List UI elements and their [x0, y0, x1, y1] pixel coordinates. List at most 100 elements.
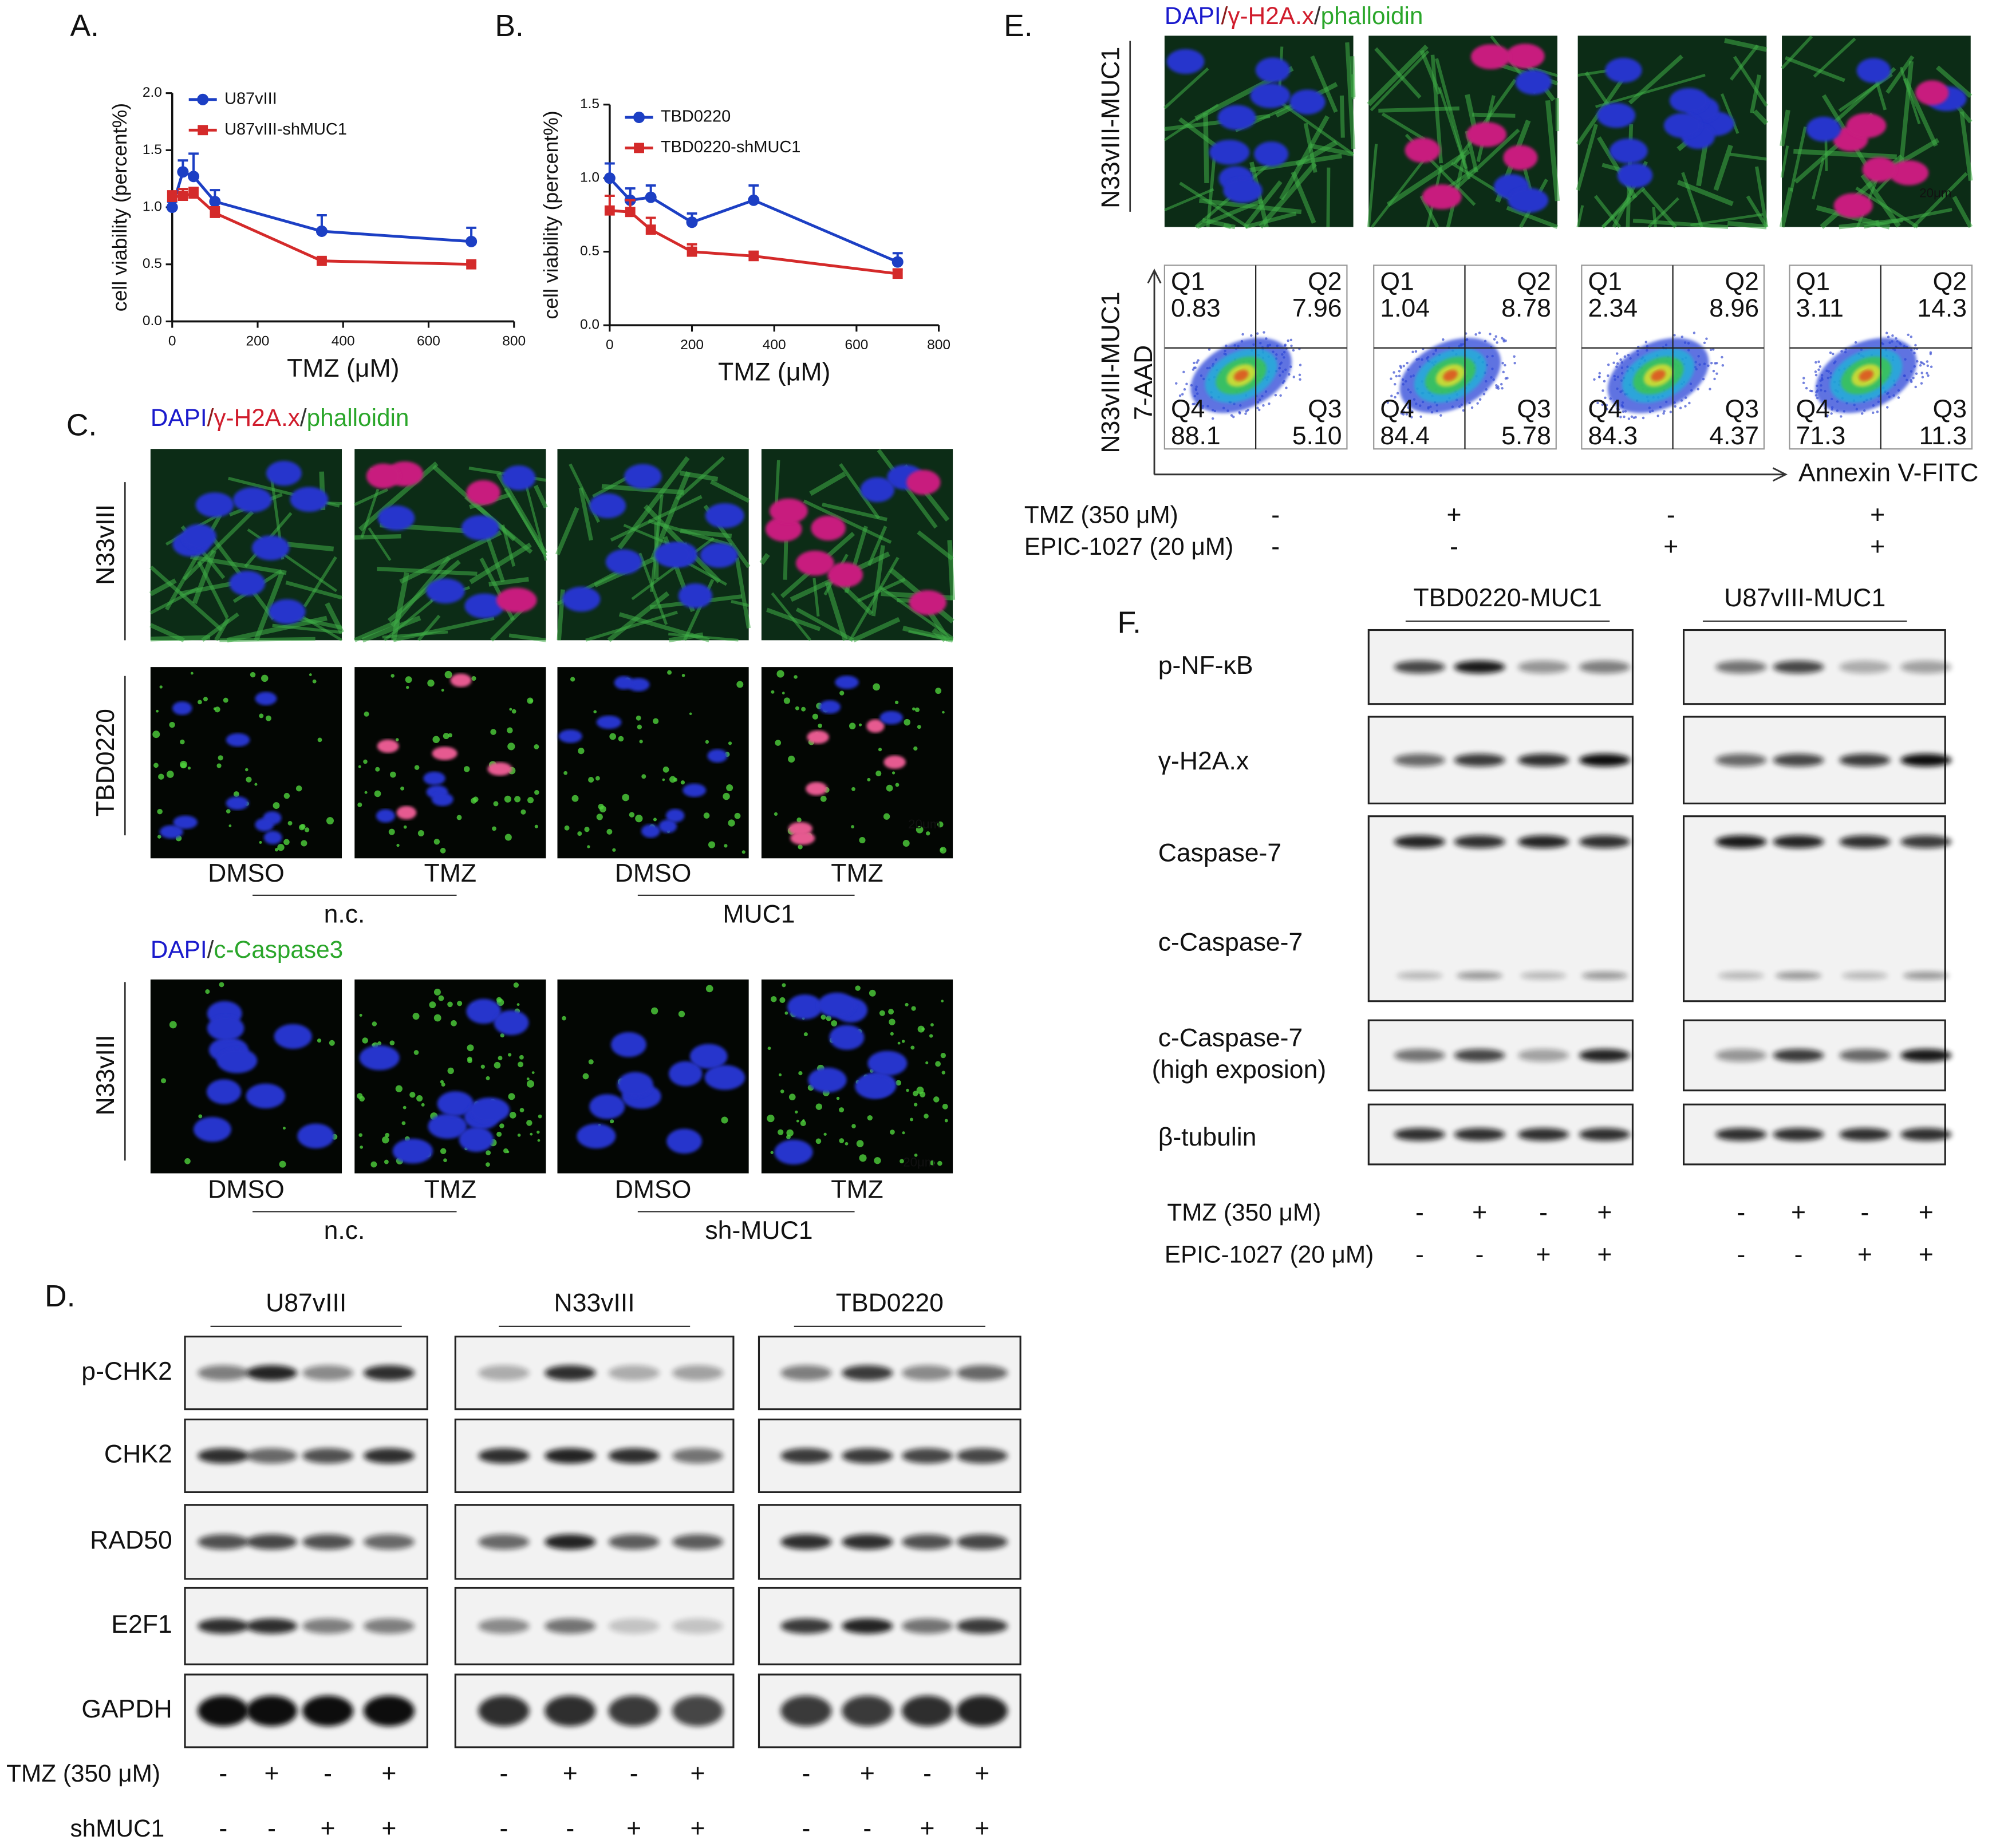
- nucleus: [494, 1010, 529, 1036]
- band: [246, 1365, 298, 1381]
- event-dot: [1830, 412, 1833, 415]
- x-axis-label: TMZ (μM): [287, 354, 399, 382]
- stain-dot: [859, 837, 866, 844]
- actin-fiber: [1812, 157, 1825, 200]
- stain-dot: [363, 759, 368, 764]
- band: [1579, 1128, 1630, 1141]
- actin-fiber: [1310, 55, 1338, 113]
- treatment-sign: +: [381, 1760, 396, 1788]
- actin-fiber: [1681, 172, 1703, 228]
- stain-dot: [409, 1092, 416, 1098]
- stain-dot: [538, 1114, 542, 1119]
- panel-label: F.: [1117, 606, 1141, 640]
- event-dot: [1802, 377, 1805, 380]
- point: [625, 207, 636, 218]
- stain-dot: [287, 821, 293, 826]
- nucleus: [426, 578, 465, 603]
- band: [1517, 835, 1569, 848]
- event-dot: [1684, 405, 1687, 408]
- event-dot: [1929, 351, 1932, 354]
- axis-arrow: [1154, 467, 1788, 482]
- nucleus: [172, 701, 192, 715]
- stain-dot: [941, 1071, 945, 1075]
- actin-fiber: [1438, 86, 1471, 180]
- actin-fiber: [1601, 196, 1631, 228]
- actin-fiber: [1339, 95, 1345, 138]
- event-dot: [1175, 382, 1178, 385]
- band: [956, 1534, 1008, 1550]
- event-dot: [1394, 396, 1397, 399]
- actin-fiber: [1780, 109, 1790, 147]
- stain-dot: [867, 1115, 873, 1121]
- stain-dot: [440, 847, 446, 854]
- stain-dot: [609, 733, 617, 740]
- stain-dot: [788, 755, 795, 763]
- event-dot: [1601, 403, 1604, 406]
- stain-dot: [372, 1021, 377, 1026]
- band: [672, 1448, 724, 1464]
- treatment-sign: +: [920, 1815, 935, 1843]
- stain-dot: [226, 809, 231, 814]
- protein-label: Caspase-7: [1158, 839, 1281, 867]
- stain-dot: [851, 787, 855, 791]
- event-dot: [1630, 415, 1634, 418]
- actin-fiber: [650, 471, 691, 560]
- event-dot: [1502, 370, 1505, 374]
- point: [645, 191, 657, 203]
- event-dot: [1805, 386, 1808, 390]
- event-dot: [1920, 372, 1923, 374]
- nucleus: [769, 498, 808, 524]
- x-tick-label: 600: [417, 334, 440, 349]
- event-dot: [1817, 360, 1820, 364]
- actin-fiber: [1713, 144, 1733, 191]
- nucleus: [195, 492, 234, 518]
- stain-dot: [667, 670, 672, 675]
- stain-dot: [433, 1014, 441, 1022]
- stain-dot: [273, 802, 280, 810]
- actin-fiber: [1789, 126, 1807, 192]
- stain-dot: [443, 1158, 447, 1163]
- stain-dot: [198, 700, 202, 705]
- nucleus: [641, 824, 660, 838]
- treatment-sign: -: [1860, 1199, 1869, 1227]
- stain-dot: [517, 1134, 521, 1137]
- band: [1715, 835, 1767, 848]
- nucleus: [808, 1067, 847, 1093]
- band: [363, 1448, 415, 1464]
- quadrant-value: 14.3: [1917, 294, 1967, 322]
- quadrant-name: Q1: [1588, 267, 1622, 295]
- nucleus: [617, 1072, 653, 1097]
- actin-fiber: [190, 555, 287, 575]
- event-dot: [1410, 416, 1413, 418]
- event-dot: [1476, 402, 1479, 405]
- stain-dot: [526, 1077, 530, 1081]
- stain-dot: [519, 1055, 524, 1060]
- actin-fiber: [1863, 208, 1952, 229]
- stain-dot: [490, 729, 496, 735]
- stain-dot: [779, 997, 786, 1003]
- protein-label: GAPDH: [81, 1695, 172, 1723]
- panel-label: A.: [70, 9, 100, 43]
- stain-dot: [855, 985, 861, 991]
- actin-fiber: [219, 637, 315, 642]
- event-dot: [1482, 393, 1486, 396]
- treatment-sign: -: [802, 1760, 810, 1788]
- event-dot: [1927, 374, 1930, 377]
- stain-dot: [198, 1114, 203, 1119]
- nucleus: [866, 719, 885, 733]
- band: [1839, 1049, 1891, 1062]
- nucleus: [867, 1051, 908, 1076]
- stain-dot: [480, 1064, 485, 1069]
- band: [1517, 753, 1569, 767]
- stain-dot: [940, 847, 946, 854]
- nucleus: [796, 550, 834, 576]
- stain-dot: [190, 672, 194, 675]
- stain-dot: [218, 755, 223, 761]
- x-tick-label: 400: [332, 334, 355, 349]
- actin-fiber: [377, 567, 478, 576]
- event-dot: [1912, 376, 1915, 380]
- band: [545, 1534, 596, 1550]
- stain-dot: [937, 1160, 942, 1166]
- nucleus: [818, 992, 856, 1018]
- legend-label: TBD0220: [661, 108, 731, 126]
